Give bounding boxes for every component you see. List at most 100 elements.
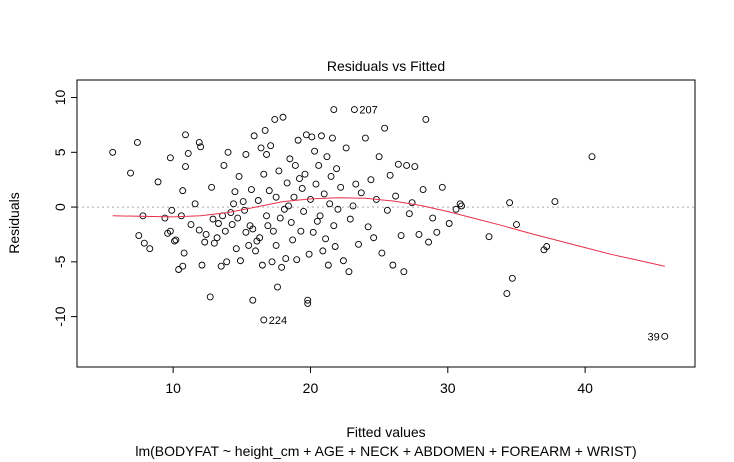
residual-point <box>333 165 341 173</box>
residual-point <box>298 184 306 192</box>
points-group <box>109 106 669 340</box>
residual-point <box>274 283 281 291</box>
residual-point <box>352 180 360 188</box>
residual-point <box>242 151 250 158</box>
residual-point <box>350 106 358 114</box>
residual-point <box>342 144 350 152</box>
residual-point <box>223 258 231 266</box>
residual-point <box>285 202 292 210</box>
residual-point <box>445 220 453 227</box>
smoother-group <box>112 197 665 267</box>
residual-point <box>161 214 169 222</box>
residual-point <box>313 217 321 225</box>
x-tick-label: 40 <box>577 380 593 396</box>
point-annotation: 207 <box>359 105 377 117</box>
residual-point <box>286 155 294 163</box>
residual-point <box>249 225 257 233</box>
residual-point <box>320 190 328 198</box>
residual-point <box>364 223 372 231</box>
residual-point <box>172 236 180 244</box>
residual-point <box>296 175 303 183</box>
residual-point <box>272 241 280 249</box>
residual-point <box>210 239 218 247</box>
residual-point <box>182 131 189 139</box>
residual-point <box>271 115 279 123</box>
residual-point <box>179 187 187 195</box>
residual-point <box>195 138 203 146</box>
residual-point <box>438 183 446 191</box>
residual-point <box>231 188 239 196</box>
y-tick-label: 5 <box>52 148 68 156</box>
residual-point <box>230 200 238 208</box>
residual-point <box>513 221 520 229</box>
residual-point <box>305 250 313 258</box>
residual-point <box>452 205 460 213</box>
residual-point <box>241 206 248 214</box>
residual-point <box>184 149 192 157</box>
residual-point <box>135 232 143 239</box>
residual-point <box>355 240 362 248</box>
residual-point <box>323 153 331 161</box>
residual-point <box>182 163 189 170</box>
y-tick-label: -5 <box>52 255 68 268</box>
residual-point <box>661 332 669 340</box>
residual-point <box>146 245 154 253</box>
residual-point <box>346 215 354 223</box>
chart-title: Residuals vs Fitted <box>327 58 445 74</box>
residual-point <box>297 227 305 235</box>
residual-point <box>177 212 185 220</box>
residual-point <box>171 237 178 245</box>
residual-point <box>276 214 284 222</box>
smoother-line <box>112 197 665 267</box>
y-axis: -10 -5 0 5 10 <box>52 90 78 327</box>
residual-point <box>166 154 174 162</box>
residual-point <box>198 261 206 269</box>
residual-point <box>375 153 383 161</box>
residual-point <box>287 218 295 226</box>
residual-point <box>133 138 141 146</box>
residual-point <box>224 148 232 156</box>
residual-point <box>319 247 327 255</box>
residual-point <box>283 179 291 187</box>
residual-point <box>257 144 265 152</box>
residual-point <box>301 170 309 178</box>
residual-point <box>419 186 427 193</box>
residual-point <box>506 199 514 207</box>
residual-point <box>386 171 394 179</box>
residual-point <box>187 221 195 229</box>
residual-point <box>349 202 357 210</box>
residual-point <box>236 257 244 265</box>
residual-point <box>261 126 269 134</box>
x-axis-label: Fitted values <box>346 424 425 440</box>
residual-point <box>175 266 183 273</box>
residual-point <box>330 222 338 230</box>
residual-point <box>215 220 222 227</box>
residual-point <box>315 161 323 169</box>
annotations-group: 207 224 39 <box>269 105 660 344</box>
y-axis-label: Residuals <box>6 192 22 253</box>
residual-point <box>201 238 209 246</box>
residual-point <box>337 183 345 191</box>
residual-point <box>381 124 389 132</box>
residual-point <box>208 183 216 191</box>
residual-point <box>334 205 342 213</box>
residual-point <box>140 239 148 247</box>
residual-point <box>400 268 408 276</box>
residual-point <box>242 228 250 236</box>
residual-point <box>403 161 411 169</box>
residual-point <box>328 134 336 142</box>
residual-point <box>361 134 369 142</box>
residual-point <box>268 258 276 266</box>
plot-frame <box>76 79 696 368</box>
residual-point <box>249 296 257 304</box>
residual-point <box>370 234 378 242</box>
residual-point <box>269 227 277 235</box>
residual-point <box>433 228 441 236</box>
residual-point <box>197 143 205 151</box>
x-tick-label: 20 <box>303 380 319 396</box>
residual-point <box>239 198 247 206</box>
residual-point <box>217 262 225 270</box>
residual-point <box>327 172 335 180</box>
residual-point <box>191 200 199 208</box>
